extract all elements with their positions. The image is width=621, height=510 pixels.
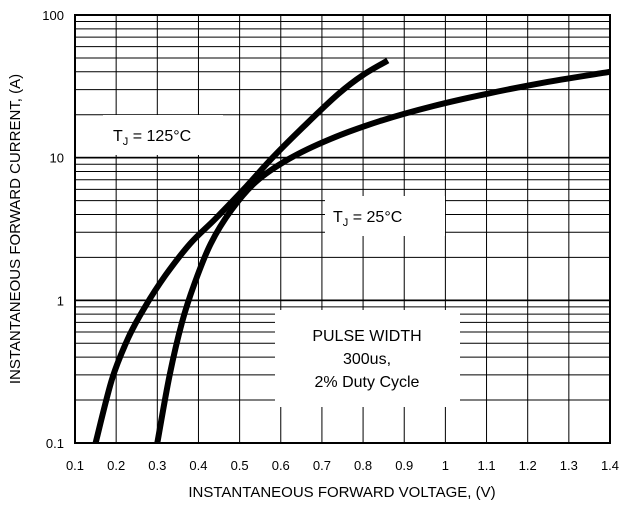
tj25-label: TJ = 25°C xyxy=(333,209,402,229)
pulse-note-line3: 2% Duty Cycle xyxy=(315,374,420,391)
y-tick-label: 0.1 xyxy=(46,436,64,451)
curves xyxy=(92,57,611,444)
tj125-label: TJ = 125°C xyxy=(113,128,191,148)
series-line-tj25 xyxy=(154,68,611,444)
y-tick-labels: 0.1 1 10 100 xyxy=(42,8,64,451)
tj125-label-box xyxy=(103,115,223,155)
pulse-note-line2: 300us, xyxy=(343,351,391,368)
plot-frame xyxy=(74,14,611,444)
x-tick-label: 0.5 xyxy=(231,458,249,473)
x-tick-label: 0.2 xyxy=(107,458,125,473)
x-tick-label: 0.8 xyxy=(354,458,372,473)
x-tick-label: 0.7 xyxy=(313,458,331,473)
y-tick-label: 100 xyxy=(42,8,64,23)
x-axis-title: INSTANTANEOUS FORWARD VOLTAGE, (V) xyxy=(188,484,495,501)
x-tick-label: 0.4 xyxy=(189,458,207,473)
y-axis-title: INSTANTANEOUS FORWARD CURRENT, (A) xyxy=(7,74,24,384)
x-tick-label: 0.9 xyxy=(395,458,413,473)
y-tick-label: 10 xyxy=(50,151,64,166)
x-tick-label: 0.1 xyxy=(66,458,84,473)
tj25-label-box xyxy=(325,196,445,236)
pulse-note-box xyxy=(275,310,460,407)
pulse-note-line1: PULSE WIDTH xyxy=(312,328,421,345)
x-tick-label: 1.3 xyxy=(560,458,578,473)
x-tick-label: 0.3 xyxy=(148,458,166,473)
x-tick-label: 1.1 xyxy=(477,458,495,473)
x-tick-label: 1.2 xyxy=(519,458,537,473)
x-tick-label: 1 xyxy=(442,458,449,473)
x-tick-label: 1.4 xyxy=(601,458,619,473)
x-tick-labels: 0.1 0.2 0.3 0.4 0.5 0.6 0.7 0.8 0.9 1 1.1 1.2 1.3 1.4 xyxy=(66,458,619,473)
x-tick-label: 0.6 xyxy=(272,458,290,473)
series-line-tj125 xyxy=(92,57,390,444)
y-tick-label: 1 xyxy=(57,293,64,308)
